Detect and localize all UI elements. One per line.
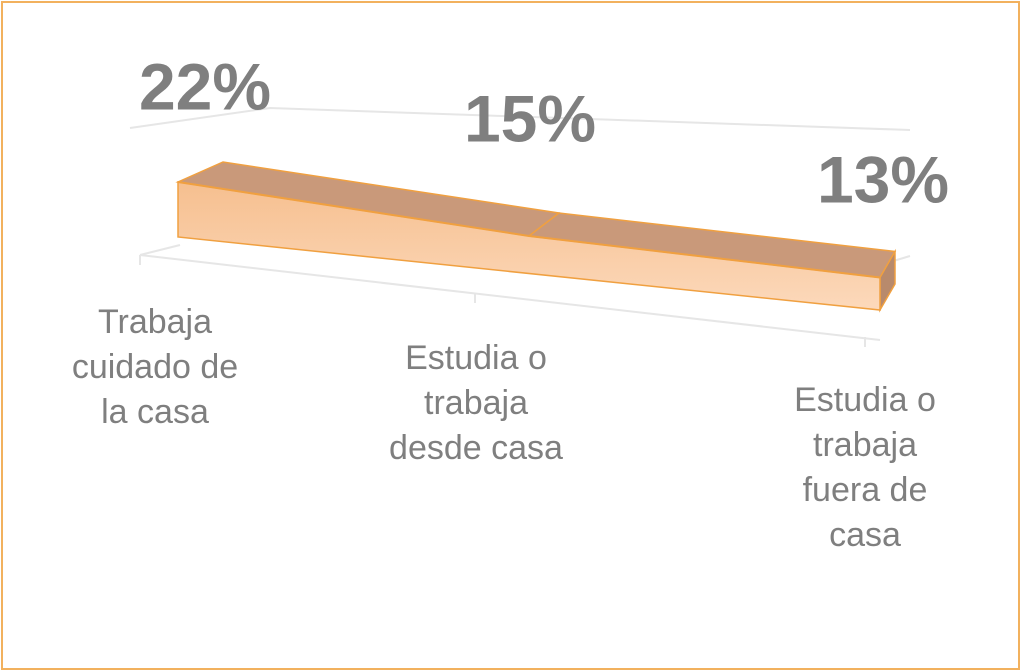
data-label: 15% (464, 81, 596, 155)
data-label: 13% (817, 142, 949, 216)
x-tick-label: Trabaja cuidado de la casa (71, 303, 239, 431)
data-label: 22% (139, 49, 271, 123)
backdrop (129, 106, 911, 347)
ribbon-line (177, 181, 881, 279)
x-tick-label: Estudia o trabaja desde casa (389, 339, 563, 467)
x-tick-label: Estudia o trabaja fuera de casa (794, 381, 936, 554)
